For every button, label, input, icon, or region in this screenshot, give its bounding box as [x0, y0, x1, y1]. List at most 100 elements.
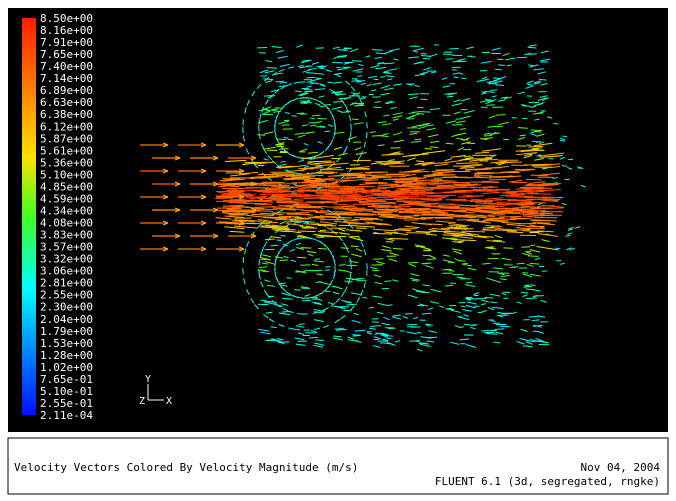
vector: [521, 247, 530, 248]
vector: [508, 213, 524, 214]
vector: [397, 186, 420, 187]
vector: [337, 57, 347, 58]
vector: [415, 139, 422, 140]
vector: [304, 102, 313, 103]
vector: [339, 265, 346, 266]
vector: [523, 346, 532, 347]
vector: [416, 182, 439, 183]
vector: [257, 135, 265, 136]
vector: [378, 210, 393, 211]
vector: [271, 245, 279, 246]
vector: [259, 194, 281, 195]
vector: [263, 184, 280, 185]
vector: [555, 248, 560, 249]
vector: [386, 76, 395, 77]
vector: [423, 58, 430, 59]
vector: [292, 204, 310, 205]
vector: [346, 111, 351, 112]
vector: [279, 149, 289, 150]
vector: [379, 216, 396, 217]
vector: [481, 330, 489, 331]
vector: [302, 298, 308, 299]
vector: [297, 235, 302, 236]
vector: [430, 147, 439, 148]
vector: [530, 245, 535, 246]
vector: [366, 183, 388, 184]
vector: [409, 341, 419, 342]
vector: [302, 300, 311, 301]
vector: [517, 263, 525, 264]
vector: [498, 65, 505, 66]
vector: [360, 203, 381, 204]
axis-label: Z: [139, 396, 145, 407]
vector: [553, 123, 558, 124]
vector: [461, 78, 466, 79]
vector: [278, 139, 286, 140]
vector: [525, 202, 546, 203]
vector: [306, 77, 315, 78]
vector: [335, 329, 344, 330]
vector: [533, 296, 543, 297]
vector: [446, 143, 454, 144]
vector: [315, 78, 321, 79]
vector: [280, 203, 303, 204]
vector: [430, 185, 446, 186]
vector: [367, 122, 368, 128]
vector: [452, 61, 461, 62]
vector: [461, 231, 485, 232]
vector: [300, 103, 307, 104]
vector: [417, 305, 424, 306]
vector: [246, 187, 265, 188]
vector: [445, 199, 465, 200]
vector: [410, 198, 430, 199]
vector: [460, 129, 466, 130]
vector: [372, 50, 383, 51]
vector: [275, 81, 284, 82]
vector: [400, 194, 423, 195]
vector: [528, 47, 537, 48]
vector: [279, 283, 286, 284]
vector: [495, 329, 505, 330]
vector: [317, 118, 327, 119]
vector: [352, 61, 362, 62]
vector: [389, 238, 408, 239]
vector: [484, 135, 492, 136]
axis-label: Y: [145, 374, 151, 385]
vector: [282, 125, 290, 126]
vector: [532, 141, 541, 142]
vector: [527, 84, 532, 85]
vector: [377, 187, 394, 188]
vector: [378, 145, 384, 146]
vector: [309, 337, 318, 338]
vector: [522, 106, 531, 107]
vector: [310, 218, 325, 219]
vector: [264, 96, 273, 97]
solver: FLUENT 6.1 (3d, segregated, rngke): [435, 475, 660, 488]
vector: [422, 313, 431, 314]
vector: [490, 90, 497, 91]
vector: [362, 297, 367, 298]
vector: [287, 278, 292, 279]
vector: [412, 112, 421, 113]
axis-label: X: [166, 396, 172, 407]
vector: [472, 201, 492, 202]
colorbar: [22, 18, 36, 415]
vector: [457, 219, 479, 220]
vector: [350, 272, 351, 278]
vector: [493, 323, 499, 324]
vector: [442, 269, 451, 270]
vector: [427, 125, 434, 126]
vector: [526, 179, 542, 180]
caption: Velocity Vectors Colored By Velocity Mag…: [14, 461, 358, 474]
vector: [445, 285, 454, 286]
vector: [471, 57, 476, 58]
vector: [284, 179, 300, 180]
vector: [298, 66, 304, 67]
vector: [351, 124, 352, 130]
vector: [500, 326, 510, 327]
vector: [316, 127, 326, 128]
vector: [538, 185, 559, 186]
vector: [447, 96, 453, 97]
colorbar-label: 2.11e-04: [40, 409, 93, 422]
vector: [282, 311, 291, 312]
